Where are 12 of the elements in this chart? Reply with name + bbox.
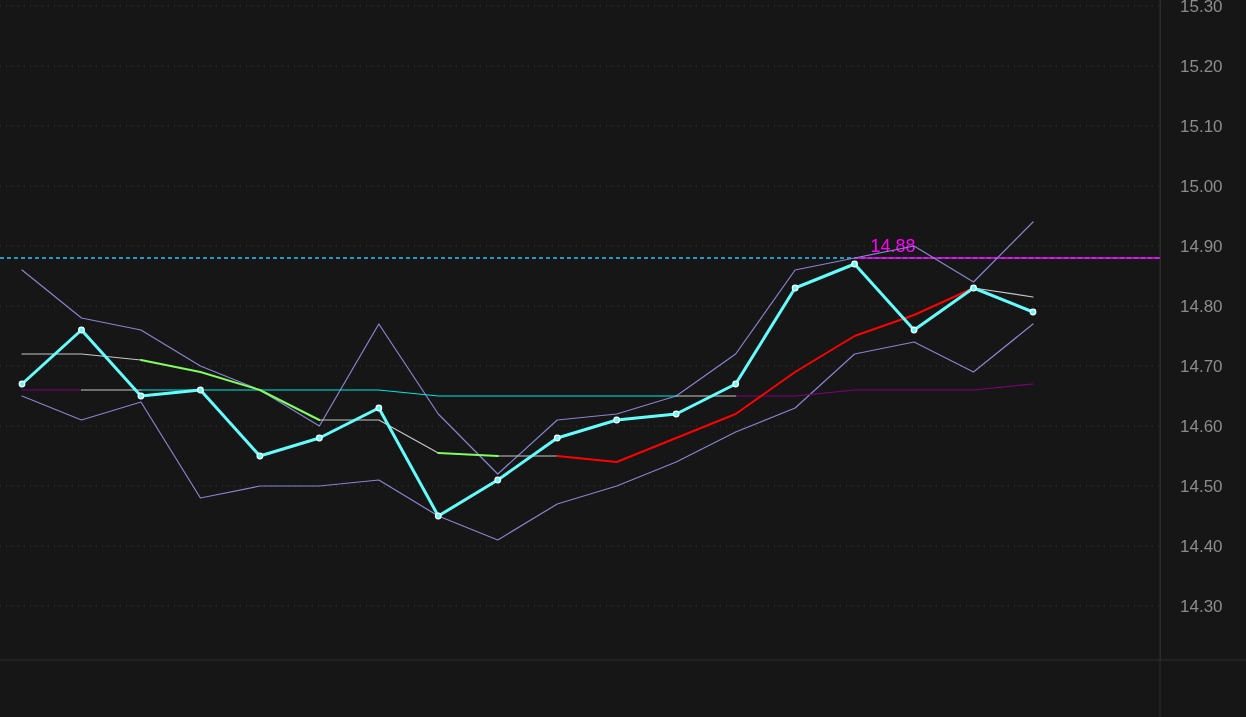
y-tick-label: 14.80 xyxy=(1180,296,1223,316)
y-tick-label: 14.90 xyxy=(1180,236,1223,256)
y-tick-label: 15.00 xyxy=(1180,176,1223,196)
ref-line-label: 14.88 xyxy=(870,236,916,256)
y-tick-label: 14.40 xyxy=(1180,536,1223,556)
y-tick-label: 15.20 xyxy=(1180,56,1223,76)
y-tick-label: 15.10 xyxy=(1180,116,1223,136)
y-tick-label: 15.30 xyxy=(1180,0,1223,16)
y-tick-label: 14.70 xyxy=(1180,356,1223,376)
y-tick-label: 14.50 xyxy=(1180,476,1223,496)
y-tick-label: 14.30 xyxy=(1180,596,1223,616)
y-tick-label: 14.60 xyxy=(1180,416,1223,436)
